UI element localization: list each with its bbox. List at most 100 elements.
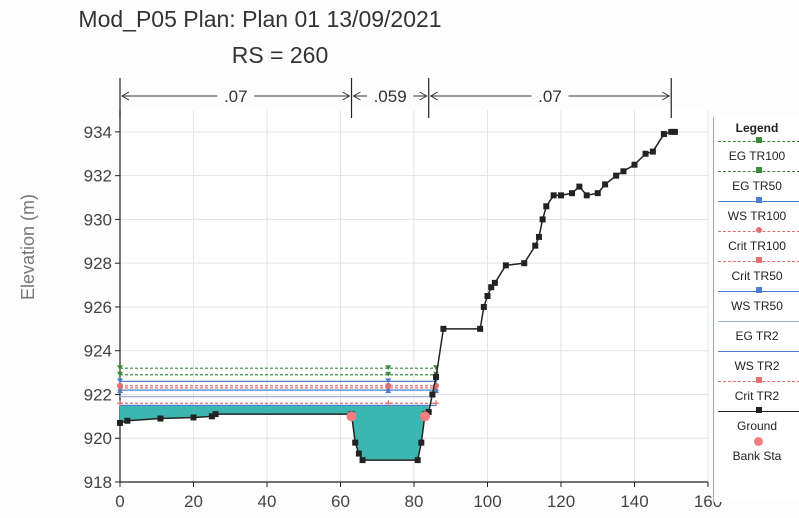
legend-swatch [718, 321, 799, 322]
ground-point [631, 161, 638, 168]
ground-point [190, 414, 197, 421]
x-tick-label: 120 [547, 492, 575, 511]
legend-label: EG TR2 [735, 329, 779, 343]
ground-point [352, 439, 359, 446]
legend-label: Crit TR2 [734, 389, 780, 403]
ground-point [558, 192, 564, 199]
ground-point [124, 417, 131, 424]
legend-item: WS TR2 [714, 347, 799, 377]
legend-marker [756, 287, 762, 293]
ground-point [484, 293, 491, 299]
ground-point [569, 190, 576, 197]
ground-point [440, 325, 447, 332]
series-marker [385, 400, 392, 407]
legend-title: Legend [735, 121, 779, 135]
y-tick-label: 930 [84, 210, 112, 229]
series-marker [385, 378, 392, 384]
ground-point [602, 181, 609, 188]
legend-item: Crit TR50 [714, 257, 799, 287]
x-tick-label: 60 [331, 492, 350, 511]
ground-point [157, 415, 164, 422]
x-tick-label: 0 [115, 492, 124, 511]
manning-arrowhead [342, 91, 351, 101]
y-tick-label: 932 [84, 167, 112, 186]
series-marker [433, 400, 440, 407]
manning-arrowhead [662, 91, 671, 101]
legend-marker [756, 227, 762, 233]
ground-point [535, 233, 542, 240]
ground-point [594, 190, 601, 197]
x-tick-label: 100 [473, 492, 501, 511]
ground-point [660, 131, 667, 138]
series-marker [385, 365, 392, 371]
legend-item: EG TR100 [714, 137, 799, 167]
manning-arrowhead [419, 91, 428, 101]
manning-arrowhead [120, 91, 130, 101]
ground-point [543, 203, 550, 210]
ground-point [576, 183, 583, 190]
legend-item: Crit TR2 [714, 377, 799, 407]
legend-item: Bank Sta [714, 437, 799, 467]
legend-label: Crit TR100 [728, 239, 786, 253]
ground-point [550, 192, 557, 199]
legend-item: Ground [714, 407, 799, 437]
ground-point [425, 408, 432, 415]
x-tick-label: 40 [258, 492, 277, 511]
ground-point [613, 172, 620, 179]
series-marker [117, 365, 123, 371]
y-tick-label: 918 [84, 473, 112, 492]
ground-point [429, 391, 436, 398]
chart-subtitle: RS = 260 [231, 42, 329, 68]
x-tick-label: 20 [184, 492, 203, 511]
ground-point [532, 242, 539, 249]
ground-point [642, 150, 649, 157]
series-marker [117, 378, 123, 384]
legend-marker [756, 137, 762, 143]
y-tick-label: 922 [84, 385, 112, 404]
ground-point [521, 260, 528, 267]
ground-point [620, 168, 627, 175]
x-tick-label: 80 [405, 492, 424, 511]
ground-point [480, 303, 487, 310]
legend-marker [756, 197, 762, 203]
ground-point [491, 279, 498, 286]
legend-item: WS TR100 [714, 197, 799, 227]
series-marker [117, 388, 123, 394]
ground-point [359, 457, 366, 464]
manning-label: .07 [538, 87, 562, 106]
chart-title: Mod_P05 Plan: Plan 01 13/09/2021 [78, 6, 442, 32]
bank-station-marker [420, 411, 431, 422]
series-marker [117, 382, 123, 389]
legend-item: WS TR50 [714, 287, 799, 317]
ground-point [488, 284, 495, 291]
manning-arrowhead [352, 91, 361, 101]
ground-point [668, 128, 675, 135]
legend-marker [756, 377, 762, 383]
water-area [120, 405, 429, 461]
legend-label: EG TR100 [728, 149, 786, 163]
y-tick-label: 934 [84, 123, 112, 142]
legend-marker [756, 407, 762, 413]
legend-label: Bank Sta [732, 449, 782, 463]
series-marker [117, 400, 123, 407]
legend-label: EG TR50 [732, 179, 782, 193]
legend-label: Crit TR50 [731, 269, 783, 283]
ground-point [671, 128, 678, 135]
legend-label: Ground [736, 419, 778, 433]
ground-point [583, 192, 590, 199]
x-tick-label: 140 [620, 492, 648, 511]
legend-item: EG TR50 [714, 167, 799, 197]
ground-point [539, 216, 546, 223]
y-tick-label: 920 [84, 429, 112, 448]
ground-point [212, 411, 219, 418]
legend-marker [756, 167, 762, 173]
series-marker [385, 371, 392, 377]
legend-item: EG TR2 [714, 317, 799, 347]
legend-label: WS TR2 [734, 359, 780, 373]
ground-point [355, 450, 362, 457]
ground-point [208, 413, 215, 420]
bank-station-marker [346, 411, 357, 422]
series-marker [385, 382, 392, 389]
ground-point [433, 373, 440, 380]
